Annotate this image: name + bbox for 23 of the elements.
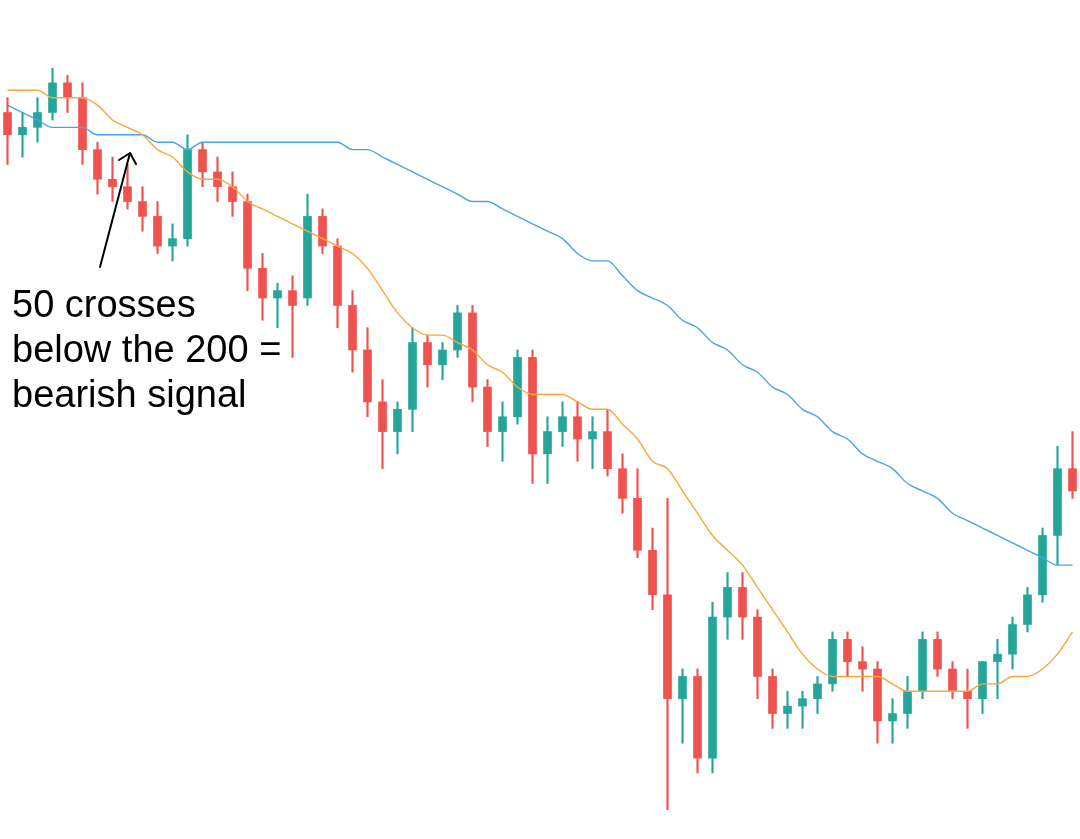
candlestick [33,97,42,143]
candlestick [963,668,972,729]
candlestick [288,275,297,358]
candlestick [858,646,867,692]
candlestick [588,416,597,470]
candlestick [543,416,552,484]
candlestick [18,112,27,158]
candlestick [213,156,222,202]
candlestick [888,698,897,744]
candlestick [273,282,282,329]
candlestick [168,223,177,262]
candlestick [498,401,507,462]
candlestick [378,379,387,470]
annotation: 50 crosses below the 200 = bearish signal [12,282,283,417]
candlestick [798,690,807,729]
candlestick [108,156,117,202]
candlestick [678,668,687,744]
candlestick [138,186,147,232]
candlestick [663,498,672,810]
candlestick [783,690,792,729]
candlestick [1068,431,1077,499]
candlestick [993,639,1002,700]
candlestick [3,97,12,165]
